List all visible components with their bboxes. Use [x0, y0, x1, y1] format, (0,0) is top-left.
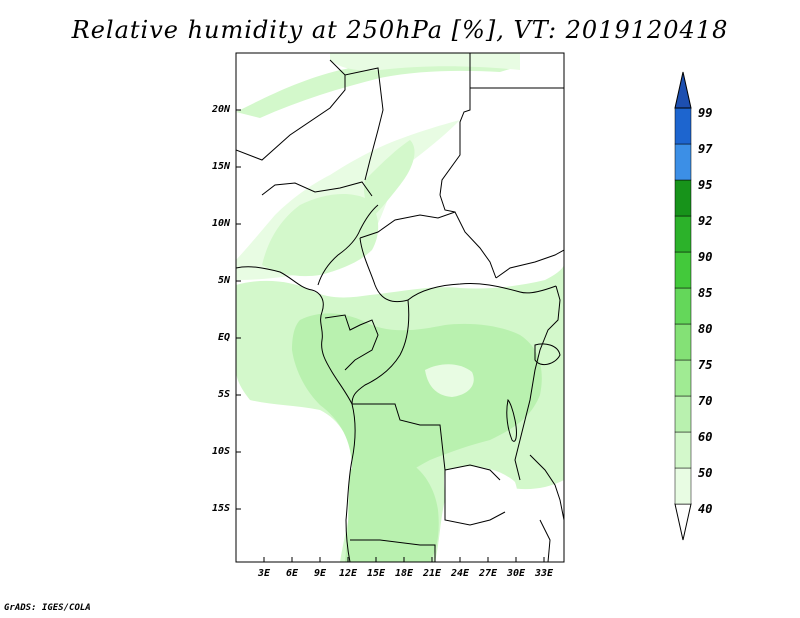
border-algeria-niger	[236, 75, 346, 161]
lon-label-18e: 18E	[394, 568, 414, 579]
grads-credit: GrADS: IGES/COLA	[4, 603, 91, 613]
border-drc-angola	[352, 403, 501, 481]
humidity-patch-angola	[348, 458, 439, 562]
humidity-patch-nigeria	[262, 194, 379, 277]
colorbar-label-50: 50	[698, 466, 713, 480]
colorbar-label-97: 97	[698, 142, 713, 156]
lake-victoria	[534, 343, 561, 366]
colorbar-label-95: 95	[698, 178, 713, 192]
border-libya-egypt	[439, 53, 471, 196]
colorbar-box-8	[674, 215, 692, 253]
border-mozambique	[539, 519, 551, 562]
colorbar-label-92: 92	[698, 214, 713, 228]
border-zambia-malawi	[529, 454, 564, 521]
humidity-patch-top-band	[330, 53, 520, 71]
colorbar-box-11	[674, 107, 692, 145]
border-chad-car	[359, 211, 497, 279]
colorbar-arrow-high	[674, 71, 692, 109]
colorbar-box-1	[674, 467, 692, 505]
colorbar-label-70: 70	[698, 394, 713, 408]
colorbar-box-3	[674, 395, 692, 433]
lat-label-15n: 15N	[211, 161, 230, 172]
colorbar-arrow-low	[674, 503, 692, 541]
lon-label-27e: 27E	[478, 568, 498, 579]
colorbar-label-80: 80	[698, 322, 713, 336]
lon-label-6e: 6E	[285, 568, 299, 579]
colorbar-box-2	[674, 431, 692, 469]
lat-label-20n: 20N	[211, 104, 230, 115]
colorbar-box-10	[674, 143, 692, 181]
lon-label-3e: 3E	[257, 568, 271, 579]
humidity-field	[236, 53, 564, 562]
lon-label-15e: 15E	[366, 568, 386, 579]
border-nigeria-cameroon	[317, 204, 379, 286]
lake-tanganyika	[506, 398, 517, 442]
map-frame	[235, 52, 565, 563]
humidity-patch-chad-streak	[363, 140, 415, 218]
colorbar-label-85: 85	[698, 286, 713, 300]
border-chad-sudan	[439, 194, 456, 213]
colorbar-box-5	[674, 323, 692, 361]
lon-label-33e: 33E	[534, 568, 554, 579]
border-east-africa	[514, 285, 561, 481]
lat-label-15s: 15S	[211, 503, 230, 514]
colorbar-label-40: 40	[698, 502, 713, 516]
map-title: Relative humidity at 250hPa [%], VT: 201…	[71, 16, 729, 44]
colorbar	[674, 71, 692, 541]
lon-label-24e: 24E	[450, 568, 470, 579]
lon-label-21e: 21E	[422, 568, 442, 579]
lat-label-10s: 10S	[211, 446, 230, 457]
border-angola-zambia	[444, 470, 506, 526]
border-sudan-south-sudan	[495, 249, 564, 279]
lon-label-9e: 9E	[313, 568, 327, 579]
colorbar-label-90: 90	[698, 250, 713, 264]
colorbar-box-7	[674, 251, 692, 289]
border-car-drc	[407, 283, 557, 301]
border-gabon	[324, 314, 379, 371]
colorbar-box-9	[674, 179, 692, 217]
colorbar-box-6	[674, 287, 692, 325]
colorbar-label-60: 60	[698, 430, 713, 444]
lat-label-10n: 10N	[211, 218, 230, 229]
lon-label-30e: 30E	[506, 568, 526, 579]
humidity-dry-pocket-east	[444, 466, 518, 530]
colorbar-label-75: 75	[698, 358, 713, 372]
coastline-west-africa	[236, 266, 356, 562]
colorbar-box-4	[674, 359, 692, 397]
border-angola-namibia	[350, 539, 436, 562]
humidity-dry-pocket	[425, 364, 474, 397]
lat-label-5s: 5S	[217, 389, 230, 400]
lat-label-eq: EQ	[217, 332, 230, 343]
country-borders	[236, 53, 564, 562]
border-niger-nigeria	[261, 181, 373, 197]
colorbar-label-99: 99	[698, 106, 713, 120]
border-cameroon-car	[359, 237, 409, 303]
lon-label-12e: 12E	[338, 568, 358, 579]
lat-label-5n: 5N	[217, 275, 230, 286]
axis-ticks	[236, 109, 545, 562]
border-congo-drc	[351, 299, 410, 405]
